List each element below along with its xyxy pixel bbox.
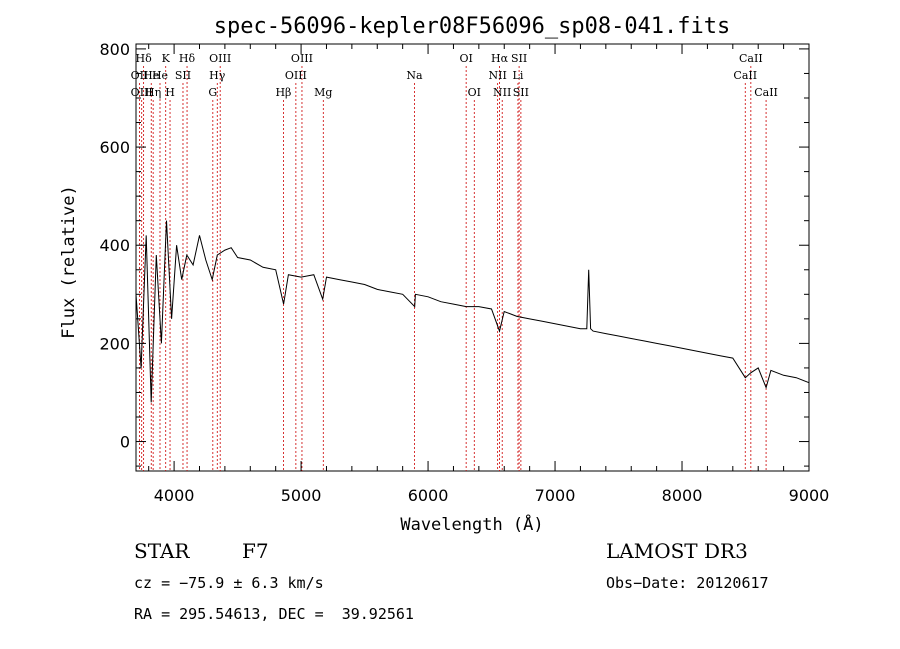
x-tick-label: 6000 xyxy=(408,486,449,505)
spectral-line-label: Hδ xyxy=(136,52,153,65)
spectral-line-label: CaII xyxy=(733,69,757,82)
y-tick-label: 800 xyxy=(99,40,130,59)
spectral-line-label: Hη xyxy=(145,86,161,99)
plot-frame xyxy=(135,43,810,472)
spectral-line-label: He xyxy=(152,69,168,82)
spectral-line-label: OI xyxy=(459,52,472,65)
spectrum-line xyxy=(135,220,810,403)
spectral-line-label: H xyxy=(165,86,175,99)
spectral-line-label: G xyxy=(208,86,217,99)
spectral-line-label: NII xyxy=(488,69,506,82)
y-axis-ticks: 0 200 400 600 800 xyxy=(99,40,809,467)
spectral-line-label: CaII xyxy=(754,86,778,99)
spectral-line-label: OIII xyxy=(291,52,313,65)
line-markers xyxy=(139,66,767,471)
y-axis-label: Flux (relative) xyxy=(59,185,79,339)
x-tick-label: 4000 xyxy=(154,486,195,505)
y-tick-label: 200 xyxy=(99,334,130,353)
y-tick-label: 600 xyxy=(99,138,130,157)
object-type: STAR xyxy=(134,539,190,563)
spectral-line-label: OIII xyxy=(285,69,307,82)
chart-title: spec-56096-kepler08F56096_sp08-041.fits xyxy=(214,14,731,39)
spectral-line-label: CaII xyxy=(739,52,763,65)
spectral-line-label: OIII xyxy=(209,52,231,65)
survey-name: LAMOST DR3 xyxy=(606,539,748,563)
x-tick-label: 7000 xyxy=(535,486,576,505)
spectral-line-label: Hβ xyxy=(275,86,291,99)
spectral-line-label: OI xyxy=(468,86,481,99)
spectral-line-label: Mg xyxy=(314,86,332,99)
x-axis-label: Wavelength (Å) xyxy=(400,513,543,535)
spectral-line-label: SII xyxy=(175,69,191,82)
x-axis-ticks: 4000 5000 6000 7000 8000 9000 xyxy=(148,44,830,505)
spectral-line-label: OII xyxy=(131,69,149,82)
y-tick-label: 400 xyxy=(99,236,130,255)
x-tick-label: 5000 xyxy=(281,486,322,505)
redshift-cz: cz = −75.9 ± 6.3 km/s xyxy=(134,574,324,592)
x-tick-label: 9000 xyxy=(789,486,830,505)
spectral-line-label: Hδ xyxy=(179,52,196,65)
spectral-line-label: Hα xyxy=(491,52,509,65)
spectral-line-label: He xyxy=(143,69,159,82)
spectral-line-label: Na xyxy=(406,69,423,82)
spectral-line-label: SII xyxy=(513,86,529,99)
spectral-line-label: SII xyxy=(511,52,527,65)
spectral-line-label: OIII xyxy=(131,86,153,99)
spectral-line-label: Li xyxy=(513,69,524,82)
observation-date: Obs−Date: 20120617 xyxy=(606,574,769,592)
spectral-line-label: Hγ xyxy=(209,69,226,82)
y-tick-label: 0 xyxy=(120,433,130,452)
spectral-line-label: K xyxy=(162,52,171,65)
spectral-line-label: NII xyxy=(493,86,511,99)
x-tick-label: 8000 xyxy=(662,486,703,505)
spectral-subclass: F7 xyxy=(242,539,269,563)
coordinates: RA = 295.54613, DEC = 39.92561 xyxy=(134,605,414,623)
